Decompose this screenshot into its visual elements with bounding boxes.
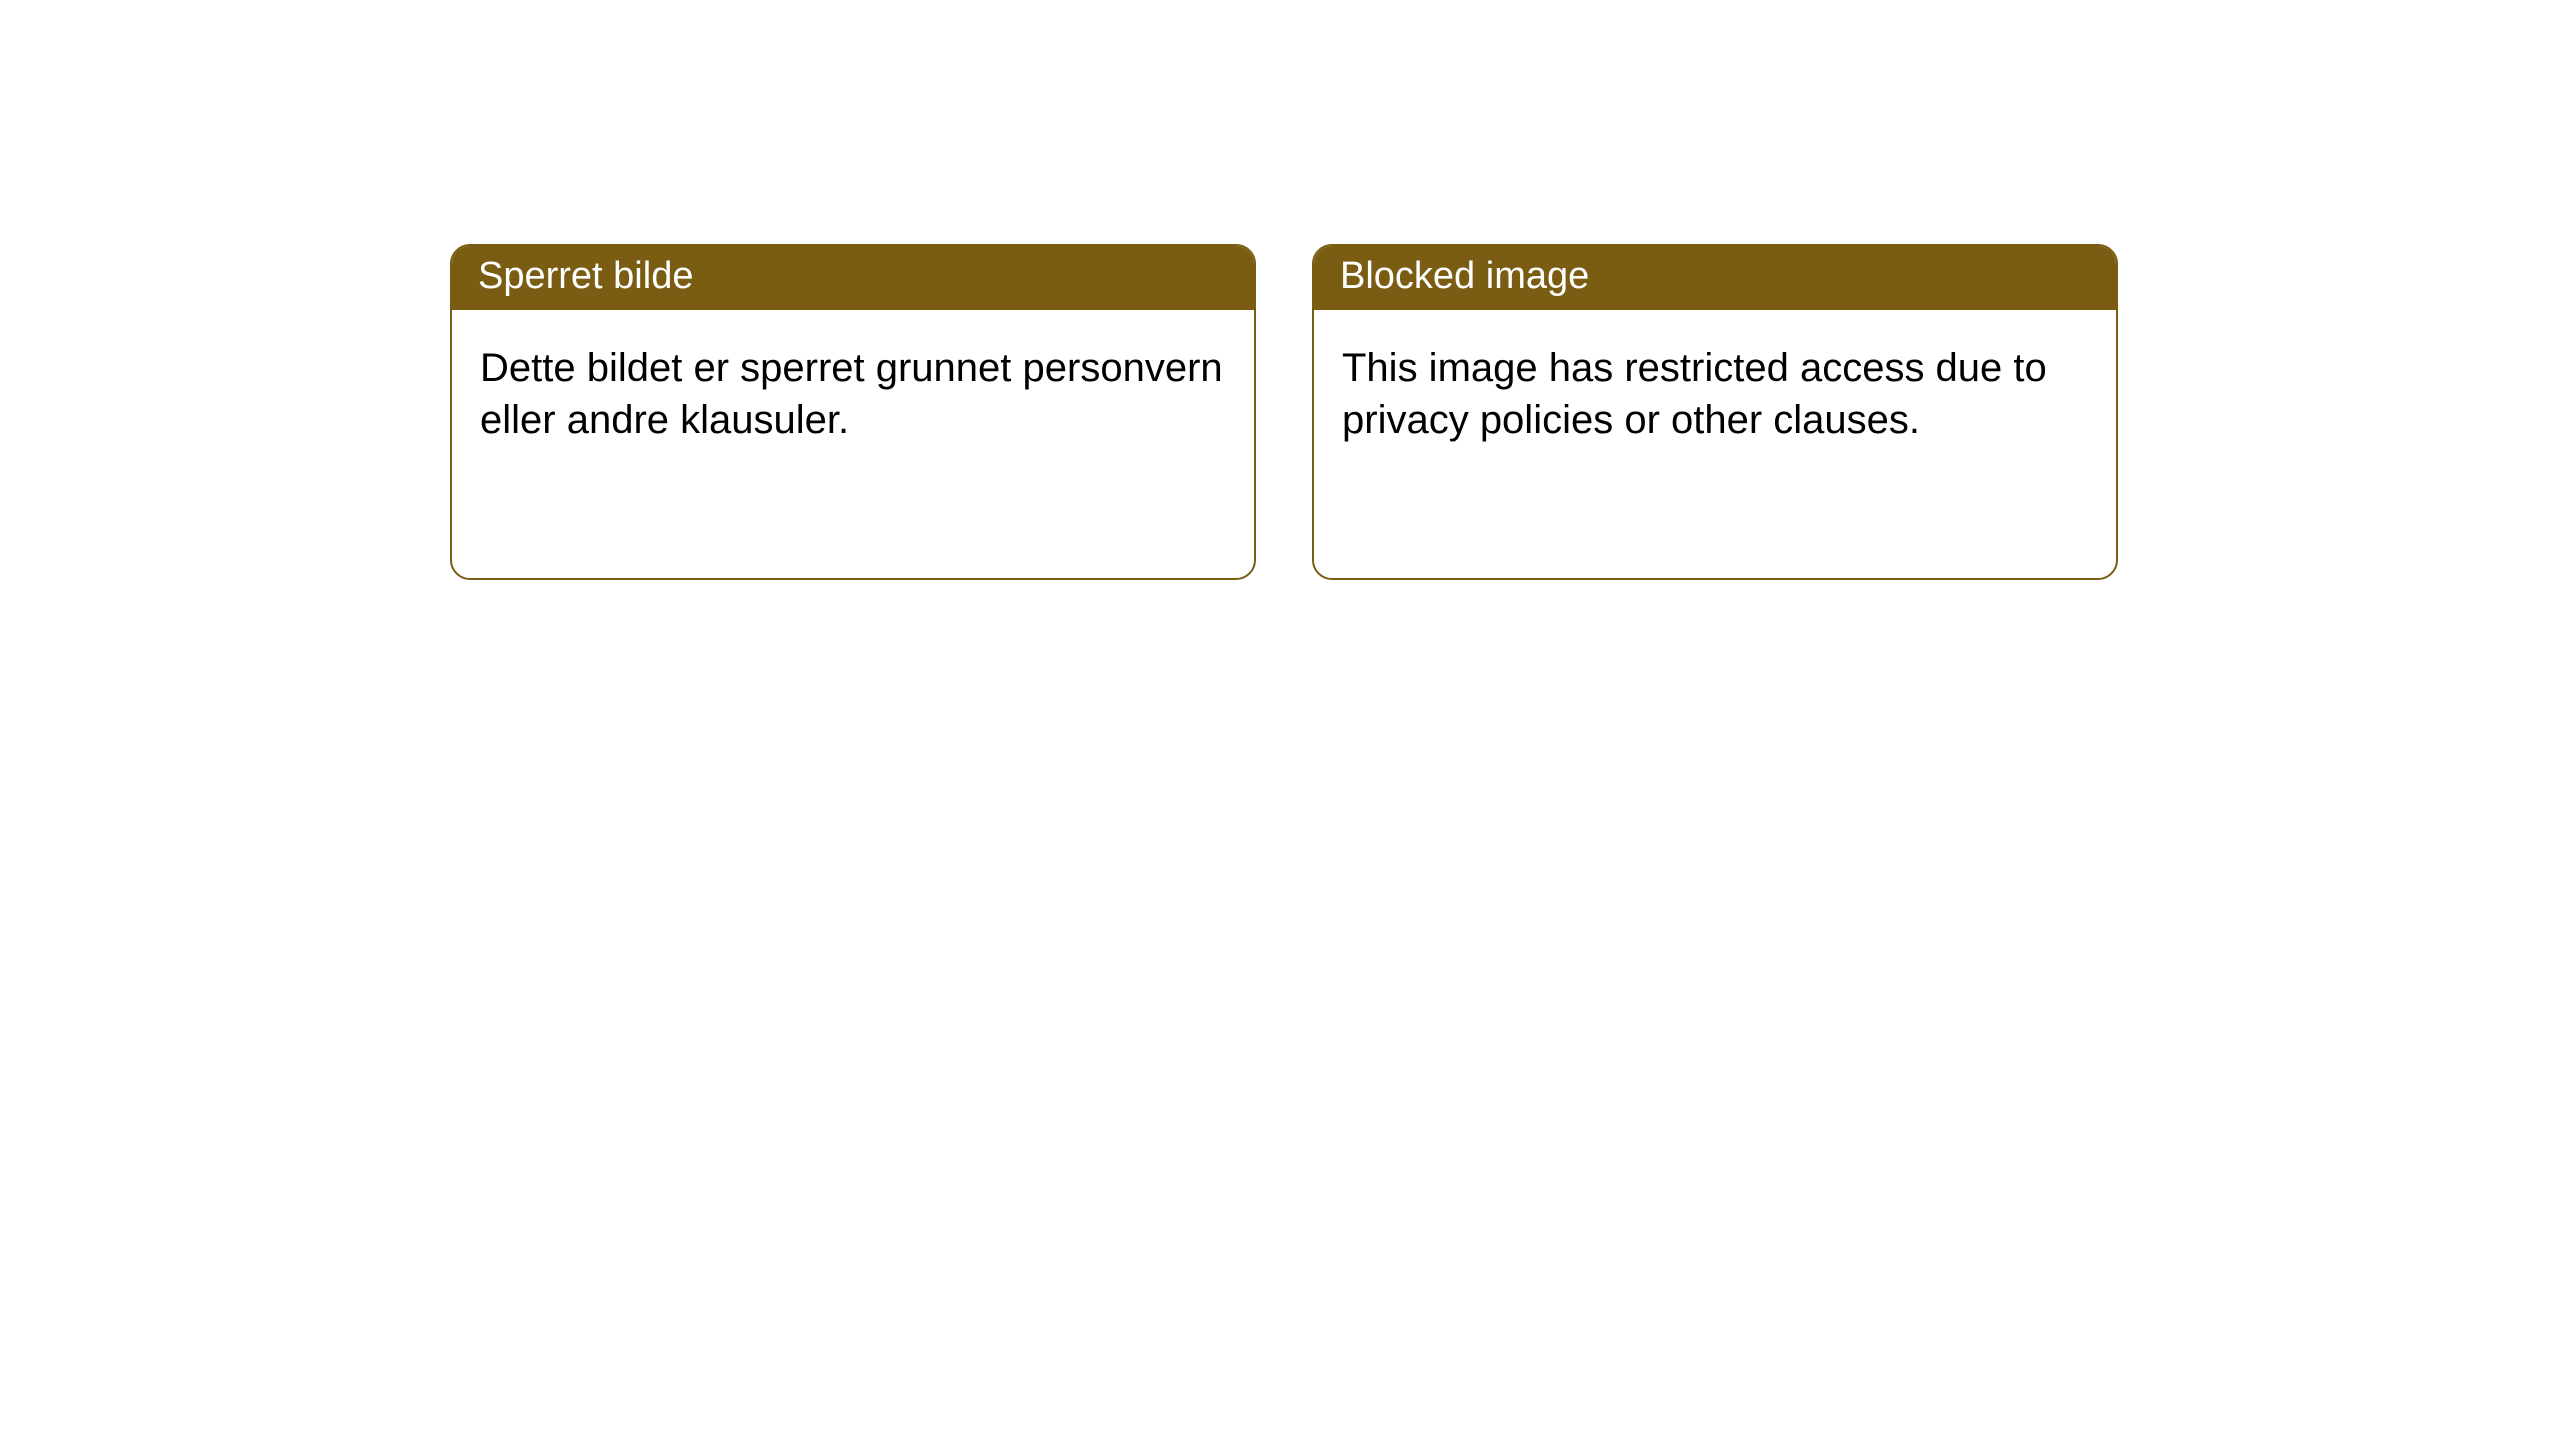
- notice-card-body: This image has restricted access due to …: [1314, 310, 2116, 480]
- notice-card-norwegian: Sperret bilde Dette bildet er sperret gr…: [450, 244, 1256, 580]
- notice-card-english: Blocked image This image has restricted …: [1312, 244, 2118, 580]
- notice-card-title: Sperret bilde: [452, 246, 1254, 310]
- notice-card-title: Blocked image: [1314, 246, 2116, 310]
- notice-card-body: Dette bildet er sperret grunnet personve…: [452, 310, 1254, 480]
- notice-cards-container: Sperret bilde Dette bildet er sperret gr…: [0, 0, 2560, 580]
